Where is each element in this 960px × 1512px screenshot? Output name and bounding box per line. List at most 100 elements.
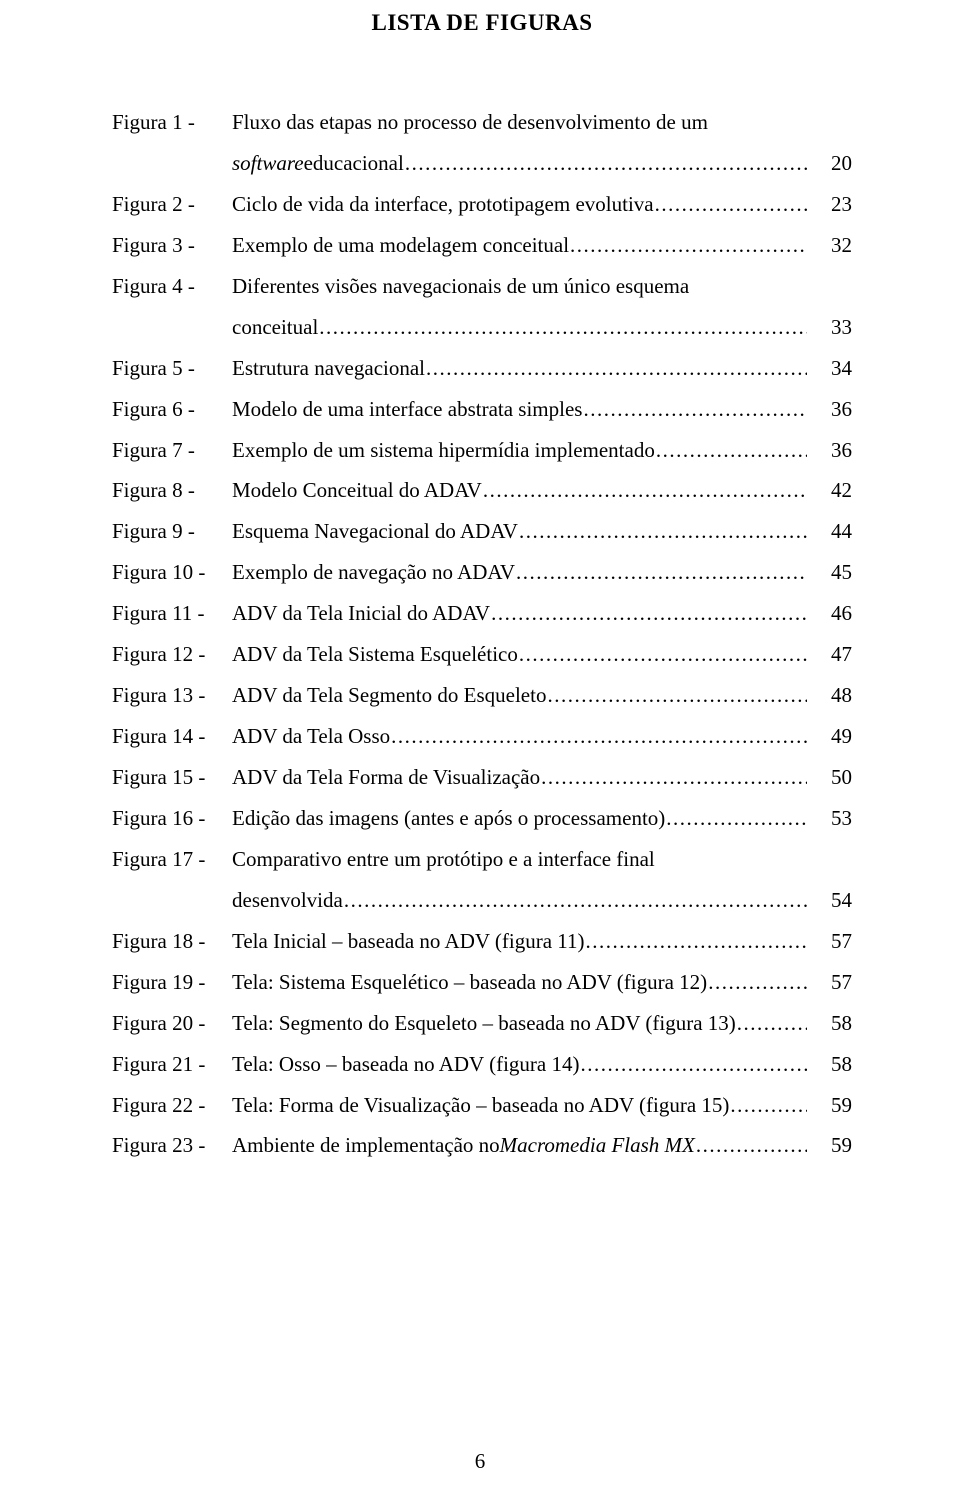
lof-description: Comparativo entre um protótipo e a inter…	[232, 839, 807, 880]
lof-text: desenvolvida	[232, 880, 343, 921]
lof-page: 46	[807, 593, 852, 634]
lof-row: Figura 4 -Diferentes visões navegacionai…	[112, 266, 852, 307]
lof-text: Macromedia Flash MX	[500, 1125, 695, 1166]
dot-leader	[491, 593, 807, 634]
lof-description: ADV da Tela Sistema Esquelético	[232, 634, 807, 675]
lof-label: Figura 15 -	[112, 757, 232, 798]
dot-leader	[708, 962, 807, 1003]
lof-description: Estrutura navegacional	[232, 348, 807, 389]
dot-leader	[405, 143, 807, 184]
lof-page: 44	[807, 511, 852, 552]
lof-page: 33	[807, 307, 852, 348]
lof-row: Figura 12 -ADV da Tela Sistema Esqueléti…	[112, 634, 852, 675]
lof-text: Tela: Sistema Esquelético – baseada no A…	[232, 962, 707, 1003]
lof-row: Figura 2 -Ciclo de vida da interface, pr…	[112, 184, 852, 225]
lof-row: Figura 23 -Ambiente de implementação no …	[112, 1125, 852, 1166]
lof-label: Figura 23 -	[112, 1125, 232, 1166]
dot-leader	[730, 1085, 807, 1126]
lof-row: Figura 13 -ADV da Tela Segmento do Esque…	[112, 675, 852, 716]
lof-page: 36	[807, 389, 852, 430]
lof-label	[112, 307, 232, 348]
lof-row: Figura 6 -Modelo de uma interface abstra…	[112, 389, 852, 430]
lof-row: Figura 17 -Comparativo entre um protótip…	[112, 839, 852, 880]
lof-description: Tela: Osso – baseada no ADV (figura 14)	[232, 1044, 807, 1085]
lof-page: 54	[807, 880, 852, 921]
lof-label	[112, 143, 232, 184]
lof-text: Exemplo de um sistema hipermídia impleme…	[232, 430, 655, 471]
lof-text: Tela Inicial – baseada no ADV (figura 11…	[232, 921, 585, 962]
lof-label: Figura 20 -	[112, 1003, 232, 1044]
lof-label: Figura 17 -	[112, 839, 232, 880]
lof-description: Fluxo das etapas no processo de desenvol…	[232, 102, 807, 143]
lof-label: Figura 9 -	[112, 511, 232, 552]
lof-label: Figura 11 -	[112, 593, 232, 634]
lof-page: 36	[807, 430, 852, 471]
lof-row: conceitual 33	[112, 307, 852, 348]
lof-text: software	[232, 143, 304, 184]
lof-label: Figura 13 -	[112, 675, 232, 716]
dot-leader	[516, 552, 807, 593]
dot-leader	[737, 1003, 807, 1044]
lof-description: Ambiente de implementação no Macromedia …	[232, 1125, 807, 1166]
lof-label: Figura 16 -	[112, 798, 232, 839]
lof-text: ADV da Tela Osso	[232, 716, 390, 757]
lof-label: Figura 14 -	[112, 716, 232, 757]
dot-leader	[666, 798, 807, 839]
lof-text: ADV da Tela Inicial do ADAV	[232, 593, 490, 634]
lof-row: Figura 5 -Estrutura navegacional34	[112, 348, 852, 389]
dot-leader	[583, 389, 807, 430]
lof-text: Esquema Navegacional do ADAV	[232, 511, 518, 552]
lof-description: Tela Inicial – baseada no ADV (figura 11…	[232, 921, 807, 962]
lof-description: Ciclo de vida da interface, prototipagem…	[232, 184, 807, 225]
lof-description: ADV da Tela Inicial do ADAV	[232, 593, 807, 634]
lof-text: ADV da Tela Sistema Esquelético	[232, 634, 518, 675]
lof-description: Modelo de uma interface abstrata simples	[232, 389, 807, 430]
lof-description: Exemplo de navegação no ADAV	[232, 552, 807, 593]
lof-description: desenvolvida	[232, 880, 807, 921]
lof-row: Figura 19 -Tela: Sistema Esquelético – b…	[112, 962, 852, 1003]
lof-label: Figura 5 -	[112, 348, 232, 389]
lof-row: Figura 7 -Exemplo de um sistema hipermíd…	[112, 430, 852, 471]
lof-row: Figura 14 -ADV da Tela Osso 49	[112, 716, 852, 757]
lof-row: Figura 3 -Exemplo de uma modelagem conce…	[112, 225, 852, 266]
lof-label	[112, 880, 232, 921]
lof-label: Figura 3 -	[112, 225, 232, 266]
lof-row: Figura 9 -Esquema Navegacional do ADAV 44	[112, 511, 852, 552]
lof-row: Figura 10 -Exemplo de navegação no ADAV4…	[112, 552, 852, 593]
lof-text: Fluxo das etapas no processo de desenvol…	[232, 102, 708, 143]
lof-row: Figura 1 -Fluxo das etapas no processo d…	[112, 102, 852, 143]
dot-leader	[570, 225, 807, 266]
dot-leader	[426, 348, 807, 389]
dot-leader	[655, 184, 807, 225]
lof-description: ADV da Tela Forma de Visualização	[232, 757, 807, 798]
lof-label: Figura 8 -	[112, 470, 232, 511]
lof-text: ADV da Tela Segmento do Esqueleto	[232, 675, 546, 716]
lof-label: Figura 1 -	[112, 102, 232, 143]
lof-text: Modelo Conceitual do ADAV	[232, 470, 482, 511]
lof-text: Comparativo entre um protótipo e a inter…	[232, 839, 655, 880]
page-title: LISTA DE FIGURAS	[112, 0, 852, 36]
lof-page	[807, 266, 852, 307]
lof-page: 48	[807, 675, 852, 716]
lof-row: Figura 15 -ADV da Tela Forma de Visualiz…	[112, 757, 852, 798]
lof-row: desenvolvida 54	[112, 880, 852, 921]
lof-description: Tela: Sistema Esquelético – baseada no A…	[232, 962, 807, 1003]
lof-label: Figura 6 -	[112, 389, 232, 430]
lof-text: Tela: Forma de Visualização – baseada no…	[232, 1085, 729, 1126]
lof-description: ADV da Tela Segmento do Esqueleto	[232, 675, 807, 716]
lof-description: Tela: Segmento do Esqueleto – baseada no…	[232, 1003, 807, 1044]
lof-text: Tela: Segmento do Esqueleto – baseada no…	[232, 1003, 736, 1044]
dot-leader	[319, 307, 807, 348]
lof-text: Exemplo de navegação no ADAV	[232, 552, 515, 593]
lof-row: Figura 22 -Tela: Forma de Visualização –…	[112, 1085, 852, 1126]
lof-text: conceitual	[232, 307, 318, 348]
lof-label: Figura 2 -	[112, 184, 232, 225]
lof-page: 42	[807, 470, 852, 511]
lof-text: Ambiente de implementação no	[232, 1125, 500, 1166]
lof-label: Figura 4 -	[112, 266, 232, 307]
lof-page	[807, 839, 852, 880]
lof-description: conceitual	[232, 307, 807, 348]
lof-description: Edição das imagens (antes e após o proce…	[232, 798, 807, 839]
lof-page: 49	[807, 716, 852, 757]
lof-text: educacional	[304, 143, 404, 184]
